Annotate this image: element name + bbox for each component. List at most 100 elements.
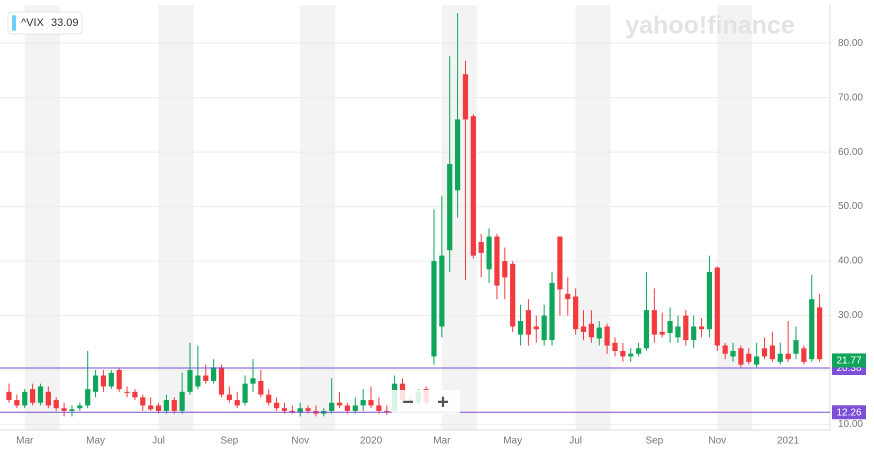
- y-tick-label: 80.00: [838, 38, 863, 49]
- x-tick-label: Nov: [291, 436, 309, 447]
- candle-body: [92, 375, 99, 392]
- zoom-controls: − +: [392, 390, 460, 414]
- y-tick-label: 40.00: [838, 256, 863, 267]
- candle-body: [470, 116, 476, 256]
- candle-body: [478, 242, 484, 253]
- candle-body: [69, 409, 75, 411]
- candle-body: [218, 367, 225, 395]
- candle-body: [454, 119, 461, 191]
- candle-body: [305, 408, 311, 411]
- zoom-out[interactable]: −: [402, 391, 414, 413]
- month-stripe: [158, 5, 194, 430]
- candle-body: [203, 375, 209, 381]
- candle-body: [250, 378, 256, 384]
- candle-body: [140, 397, 146, 406]
- x-tick-label: Mar: [433, 436, 451, 447]
- candle-body: [785, 353, 791, 360]
- candle-body: [273, 402, 280, 409]
- candle-body: [234, 400, 240, 406]
- candle-body: [809, 299, 815, 360]
- candle-body: [517, 321, 524, 335]
- legend-box: [7, 11, 83, 35]
- candle-body: [329, 402, 335, 411]
- candle-body: [730, 350, 736, 357]
- candle-body: [502, 261, 508, 278]
- candle-body: [384, 410, 390, 413]
- candle-body: [163, 400, 169, 411]
- zoom-box: [392, 390, 460, 414]
- candle-body: [683, 315, 689, 341]
- candle-body: [801, 348, 807, 362]
- candle-body: [171, 400, 177, 411]
- zoom-in[interactable]: +: [437, 391, 449, 413]
- candle-body: [738, 348, 744, 365]
- candle-body: [698, 326, 705, 330]
- candle-body: [659, 331, 665, 335]
- candle-body: [352, 405, 358, 411]
- last-price-tag: [832, 353, 866, 368]
- candle-body: [486, 236, 492, 270]
- candle-body: [242, 383, 248, 403]
- x-tick-label: Jul: [152, 436, 165, 447]
- candle-body: [336, 402, 343, 406]
- candle-body: [447, 164, 453, 251]
- candle-body: [155, 405, 162, 411]
- candle-body: [667, 321, 673, 334]
- x-tick-label: 2020: [360, 436, 383, 447]
- candle-body: [714, 267, 720, 346]
- level-label: 20.38: [836, 363, 861, 374]
- candle-body: [45, 391, 51, 406]
- candle-body: [565, 293, 571, 300]
- y-tick-label: 30.00: [838, 310, 863, 321]
- candle-body: [793, 340, 799, 354]
- candle-body: [6, 391, 12, 401]
- candle-body: [195, 375, 201, 387]
- candle-body: [643, 310, 650, 349]
- candle-body: [588, 323, 594, 338]
- candle-body: [22, 391, 28, 406]
- candle-body: [281, 408, 288, 411]
- last-price-label: 21.77: [836, 356, 861, 367]
- candle-body: [754, 356, 760, 365]
- x-tick-label: Jul: [569, 436, 582, 447]
- candle-body: [266, 394, 272, 403]
- candle-body: [187, 370, 193, 392]
- candle-body: [108, 372, 114, 387]
- candle-body: [777, 353, 783, 362]
- candle-body: [573, 296, 579, 330]
- candle-body: [53, 400, 59, 409]
- candle-body: [525, 310, 532, 335]
- legend-label: ^VIX: [21, 17, 45, 29]
- level-label: 12.26: [836, 407, 861, 418]
- month-stripe: [717, 5, 753, 430]
- candle-body: [85, 389, 91, 406]
- candle-body: [116, 370, 122, 390]
- candle-body: [30, 389, 36, 403]
- candle-body: [533, 326, 539, 330]
- candle-body: [124, 391, 130, 393]
- month-stripe: [300, 5, 336, 430]
- candle-body: [132, 391, 138, 398]
- candle-body: [549, 282, 555, 341]
- candle-body: [344, 405, 351, 411]
- candle-body: [596, 327, 602, 339]
- candle-body: [376, 405, 382, 411]
- candle-body: [462, 74, 469, 120]
- candle-body: [580, 326, 587, 332]
- candle-body: [636, 348, 642, 354]
- candle-body: [360, 400, 366, 406]
- candle-body: [258, 380, 264, 395]
- candle-body: [675, 326, 681, 338]
- candle-body: [604, 326, 610, 346]
- legend-value: 33.09: [51, 17, 79, 29]
- candle-body: [541, 315, 547, 341]
- y-tick-label: 70.00: [838, 92, 863, 103]
- plot-area: [0, 13, 830, 417]
- background: [0, 5, 831, 431]
- candle-body: [706, 271, 713, 330]
- candle-body: [651, 310, 657, 335]
- candle-body: [620, 350, 626, 357]
- candle-body: [746, 353, 752, 362]
- y-tick-label: 10.00: [838, 419, 863, 430]
